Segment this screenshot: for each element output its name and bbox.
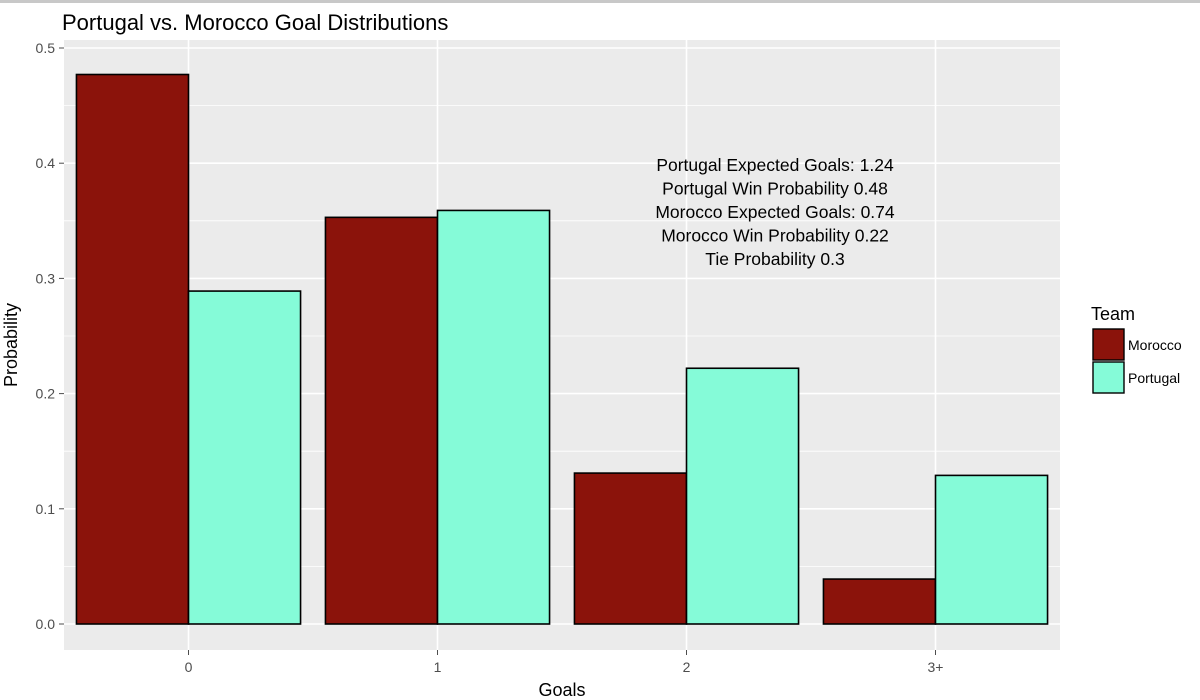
bar-morocco-3+ xyxy=(822,578,937,625)
x-tick-label: 3+ xyxy=(928,659,944,675)
bar-morocco-2 xyxy=(573,472,688,625)
bars xyxy=(75,73,1049,625)
y-tick-label: 0.2 xyxy=(36,386,56,402)
x-tick-label: 0 xyxy=(185,659,193,675)
legend: Team Morocco Portugal xyxy=(1091,304,1182,394)
y-tick-label: 0.3 xyxy=(36,270,56,286)
x-axis-title: Goals xyxy=(538,680,585,700)
x-tick-label: 1 xyxy=(434,659,442,675)
legend-label-morocco: Morocco xyxy=(1128,337,1182,353)
legend-key-portugal xyxy=(1092,361,1125,394)
stats-annotation: Portugal Expected Goals: 1.24 Portugal Wi… xyxy=(655,155,895,269)
legend-label-portugal: Portugal xyxy=(1128,370,1180,386)
legend-key-morocco xyxy=(1092,328,1125,361)
annotation-line: Morocco Expected Goals: 0.74 xyxy=(655,202,895,222)
bar-portugal-1 xyxy=(436,209,551,625)
bar-portugal-2 xyxy=(685,367,800,625)
annotation-line: Portugal Expected Goals: 1.24 xyxy=(656,155,894,175)
annotation-line: Tie Probability 0.3 xyxy=(705,249,844,269)
y-axis-ticks: 0.0 0.1 0.2 0.3 0.4 0.5 xyxy=(36,40,64,632)
annotation-line: Portugal Win Probability 0.48 xyxy=(662,179,888,199)
annotation-line: Morocco Win Probability 0.22 xyxy=(661,226,889,246)
window-top-border xyxy=(0,0,1200,3)
bar-portugal-3+ xyxy=(934,474,1049,625)
bar-morocco-0 xyxy=(75,73,190,625)
y-axis-title: Probability xyxy=(1,303,21,387)
x-tick-label: 2 xyxy=(683,659,691,675)
y-tick-label: 0.1 xyxy=(36,501,56,517)
y-tick-label: 0.0 xyxy=(36,616,56,632)
legend-title: Team xyxy=(1091,304,1135,324)
chart-title: Portugal vs. Morocco Goal Distributions xyxy=(62,10,448,35)
major-gridlines xyxy=(64,40,1060,650)
bar-morocco-1 xyxy=(324,216,439,625)
y-tick-label: 0.4 xyxy=(36,155,56,171)
x-axis-ticks: 0 1 2 3+ xyxy=(185,650,944,675)
y-tick-label: 0.5 xyxy=(36,40,56,56)
bar-portugal-0 xyxy=(187,290,302,625)
